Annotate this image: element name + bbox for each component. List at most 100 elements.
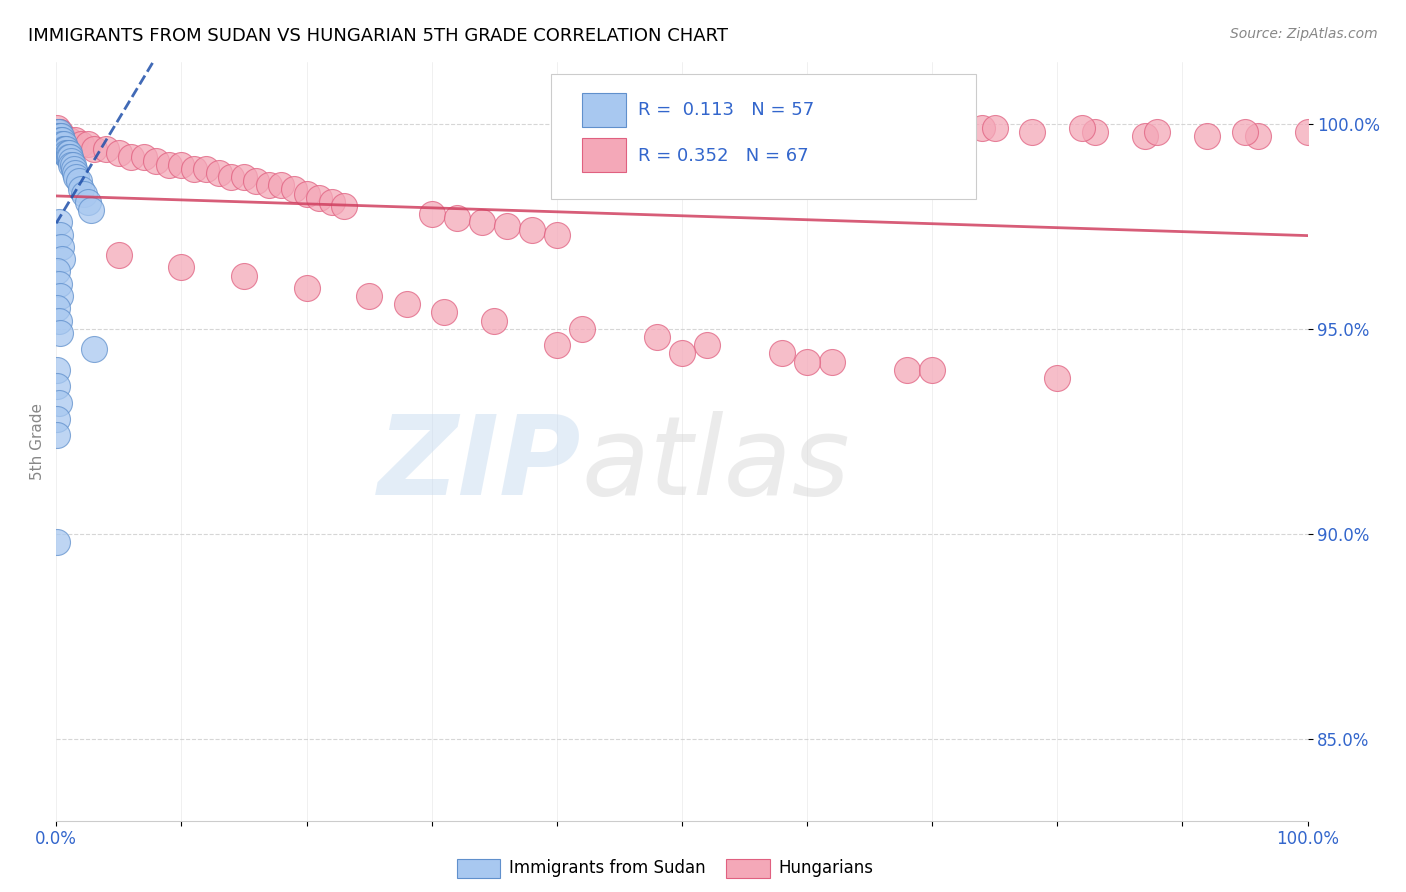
Point	[63, 166, 86, 180]
Point	[46, 301, 69, 316]
Point	[49, 227, 72, 242]
Point	[83, 343, 105, 357]
Point	[48, 133, 70, 147]
Point	[49, 125, 72, 139]
Point	[495, 219, 517, 234]
Point	[58, 133, 80, 147]
Point	[1197, 129, 1219, 144]
Text: Immigrants from Sudan: Immigrants from Sudan	[509, 859, 706, 878]
Point	[56, 150, 79, 164]
Point	[48, 137, 70, 152]
Point	[108, 145, 131, 160]
Point	[52, 145, 75, 160]
Point	[696, 338, 718, 352]
Point	[51, 133, 73, 147]
Point	[257, 178, 280, 193]
Text: R = 0.352   N = 67: R = 0.352 N = 67	[638, 146, 808, 165]
Point	[896, 363, 918, 377]
Point	[46, 412, 69, 426]
Point	[520, 223, 543, 237]
Point	[270, 178, 292, 193]
Point	[195, 161, 218, 176]
Point	[1246, 129, 1268, 144]
Point	[80, 202, 103, 217]
Point	[49, 129, 72, 144]
Point	[46, 535, 69, 549]
Point	[76, 194, 98, 209]
Point	[49, 326, 72, 340]
Point	[46, 363, 69, 377]
Point	[60, 158, 83, 172]
Point	[283, 182, 305, 196]
Point	[233, 268, 256, 283]
Point	[48, 395, 70, 409]
Point	[49, 289, 72, 303]
Point	[58, 150, 80, 164]
Point	[245, 174, 267, 188]
Point	[48, 125, 70, 139]
Point	[48, 125, 70, 139]
Text: ZIP: ZIP	[378, 411, 582, 517]
Point	[183, 161, 205, 176]
Point	[55, 145, 77, 160]
Point	[46, 428, 69, 442]
Point	[52, 141, 75, 155]
Point	[67, 174, 90, 188]
Point	[1133, 129, 1156, 144]
Point	[51, 137, 73, 152]
Point	[70, 137, 93, 152]
Point	[333, 199, 356, 213]
Point	[70, 182, 93, 196]
Point	[921, 121, 943, 136]
Point	[46, 125, 69, 139]
Point	[48, 215, 70, 229]
Point	[51, 137, 73, 152]
Point	[1084, 125, 1107, 139]
Point	[73, 186, 96, 201]
Point	[49, 133, 72, 147]
Point	[56, 145, 79, 160]
Point	[55, 141, 77, 155]
Text: Source: ZipAtlas.com: Source: ZipAtlas.com	[1230, 27, 1378, 41]
Text: atlas: atlas	[582, 411, 851, 517]
Point	[208, 166, 231, 180]
Point	[52, 137, 75, 152]
Point	[546, 227, 568, 242]
Point	[308, 191, 330, 205]
Point	[321, 194, 343, 209]
Point	[132, 150, 155, 164]
Y-axis label: 5th Grade: 5th Grade	[30, 403, 45, 480]
Point	[1071, 121, 1094, 136]
Point	[1046, 371, 1069, 385]
Point	[51, 252, 73, 267]
Bar	[582, 138, 626, 172]
Point	[46, 121, 69, 136]
Point	[59, 150, 82, 164]
Text: IMMIGRANTS FROM SUDAN VS HUNGARIAN 5TH GRADE CORRELATION CHART: IMMIGRANTS FROM SUDAN VS HUNGARIAN 5TH G…	[28, 27, 728, 45]
Point	[49, 137, 72, 152]
Point	[120, 150, 142, 164]
Point	[46, 133, 69, 147]
Point	[770, 346, 793, 360]
Point	[571, 322, 593, 336]
Point	[51, 129, 73, 144]
Point	[51, 129, 73, 144]
Point	[108, 248, 131, 262]
Point	[821, 354, 844, 368]
Point	[46, 264, 69, 278]
Point	[546, 338, 568, 352]
Point	[420, 207, 443, 221]
Point	[170, 158, 193, 172]
Point	[83, 141, 105, 155]
Point	[295, 186, 318, 201]
Point	[48, 313, 70, 327]
Point	[48, 129, 70, 144]
Point	[170, 260, 193, 275]
Point	[796, 354, 818, 368]
Text: R =  0.113   N = 57: R = 0.113 N = 57	[638, 101, 814, 120]
Point	[433, 305, 456, 319]
Point	[1234, 125, 1257, 139]
Point	[1021, 125, 1043, 139]
Point	[484, 313, 506, 327]
FancyBboxPatch shape	[551, 74, 976, 199]
